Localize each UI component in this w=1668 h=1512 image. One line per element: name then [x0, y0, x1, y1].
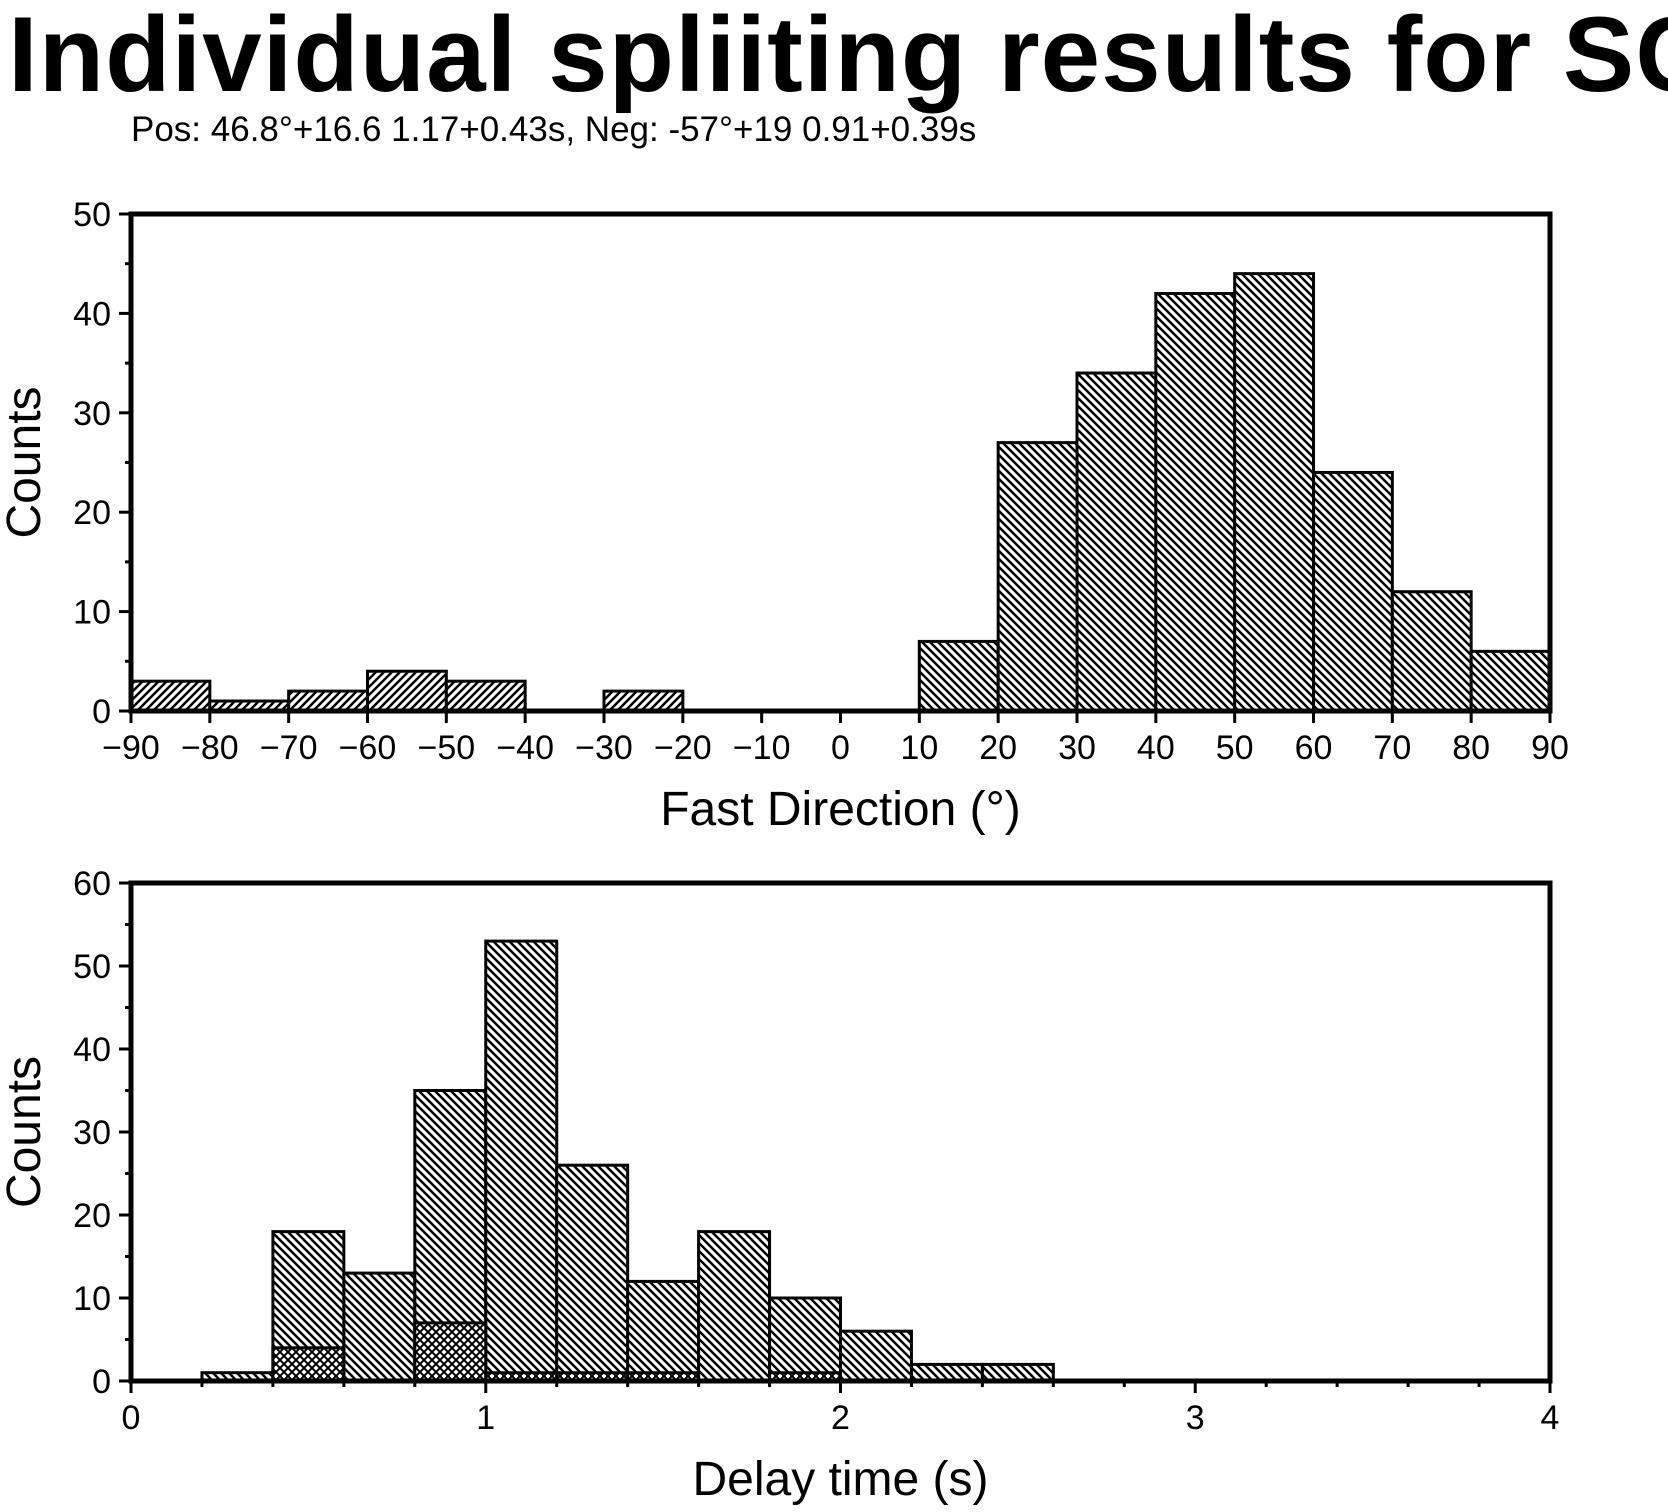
fast-direction-panel: 0 10 20 30 40 50 −90 −80 −70 −60 −50 −40 −30 −20 −10 0 1…	[0, 196, 1569, 836]
fast-direction-xtick-label-2: −70	[260, 729, 318, 767]
fast-direction-bar-1-7	[1469, 649, 1552, 713]
delay-time-bar-0-6	[626, 1279, 701, 1383]
delay-time-bar-1-1	[413, 1321, 488, 1383]
fast-direction-bar-1-6	[1390, 590, 1473, 713]
delay-time-panel: 0 10 20 30 40 50 60 0 1 2 3 4 Delay time (s) Counts	[0, 865, 1559, 1506]
fast-direction-xtick-label-12: 30	[1058, 729, 1096, 767]
fast-direction-xtick-label-5: −40	[496, 729, 554, 767]
fast-direction-bar-1-5	[1312, 470, 1394, 713]
fast-direction-bar-0-0	[129, 679, 212, 713]
fast-direction-xtick-label-16: 70	[1373, 729, 1411, 767]
fast-direction-xtick-label-15: 60	[1295, 729, 1333, 767]
fast-direction-xtick-label-1: −80	[181, 729, 239, 767]
fast-direction-y-axis-label: Counts	[0, 386, 51, 538]
delay-time-bar-0-5	[555, 1163, 630, 1383]
fast-direction-xtick-label-6: −30	[575, 729, 633, 767]
fast-direction-ytick-label-5: 50	[73, 196, 111, 234]
fast-direction-bar-1-2	[1075, 371, 1158, 713]
fast-direction-bar-0-3	[366, 669, 448, 713]
fast-direction-bar-1-4	[1233, 272, 1315, 713]
fast-direction-xtick-label-9: 0	[831, 729, 850, 767]
fast-direction-xtick-label-4: −50	[417, 729, 475, 767]
delay-time-xtick-label-0: 0	[122, 1399, 141, 1437]
delay-time-bar-0-7	[697, 1230, 772, 1383]
fast-direction-bar-1-3	[1154, 292, 1237, 713]
fast-direction-xtick-label-8: −10	[733, 729, 791, 767]
delay-time-ytick-label-5: 50	[73, 948, 111, 986]
fast-direction-ytick-label-3: 30	[73, 395, 111, 433]
delay-time-ytick-label-0: 0	[92, 1363, 111, 1401]
fast-direction-xtick-label-7: −20	[654, 729, 712, 767]
fast-direction-x-axis-label: Fast Direction (°)	[660, 783, 1021, 836]
delay-time-ytick-label-6: 60	[73, 865, 111, 903]
fast-direction-xtick-label-13: 40	[1137, 729, 1175, 767]
fast-direction-xtick-label-11: 20	[979, 729, 1017, 767]
fast-direction-ytick-label-2: 20	[73, 494, 111, 532]
fast-direction-bar-1-0	[917, 639, 1000, 713]
delay-time-bar-1-0	[271, 1346, 346, 1383]
fast-direction-xtick-label-18: 90	[1531, 729, 1569, 767]
fast-direction-bar-1-1	[996, 441, 1079, 713]
chart-title: Individual spliiting results for SC	[8, 0, 1668, 114]
delay-time-xtick-label-4: 4	[1541, 1399, 1560, 1437]
delay-time-ytick-label-1: 10	[73, 1280, 111, 1318]
fast-direction-bar-0-2	[287, 689, 369, 713]
fast-direction-ytick-label-1: 10	[73, 594, 111, 632]
delay-time-ytick-label-3: 30	[73, 1114, 111, 1152]
delay-time-ytick-label-2: 20	[73, 1197, 111, 1235]
fast-direction-ytick-label-4: 40	[73, 295, 111, 333]
fast-direction-xtick-label-0: −90	[102, 729, 160, 767]
fast-direction-bar-0-5	[602, 689, 685, 713]
delay-time-bar-0-8	[768, 1296, 842, 1383]
fast-direction-ytick-label-0: 0	[92, 693, 111, 731]
delay-time-x-axis-label: Delay time (s)	[692, 1453, 988, 1506]
delay-time-bar-0-2	[342, 1271, 417, 1383]
delay-time-y-axis-label: Counts	[0, 1056, 51, 1208]
fast-direction-bar-0-4	[444, 679, 527, 713]
fast-direction-xtick-label-14: 50	[1216, 729, 1254, 767]
fast-direction-xtick-label-10: 10	[900, 729, 938, 767]
fast-direction-xtick-label-17: 80	[1452, 729, 1490, 767]
chart-subtitle: Pos: 46.8°+16.6 1.17+0.43s, Neg: -57°+19…	[131, 110, 977, 149]
delay-time-xtick-label-3: 3	[1186, 1399, 1205, 1437]
fast-direction-xtick-label-3: −60	[339, 729, 397, 767]
delay-time-ytick-label-4: 40	[73, 1031, 111, 1069]
delay-time-bar-0-4	[484, 939, 559, 1383]
delay-time-xtick-label-1: 1	[476, 1399, 495, 1437]
delay-time-xtick-label-2: 2	[831, 1399, 850, 1437]
delay-time-bar-0-9	[839, 1329, 913, 1383]
